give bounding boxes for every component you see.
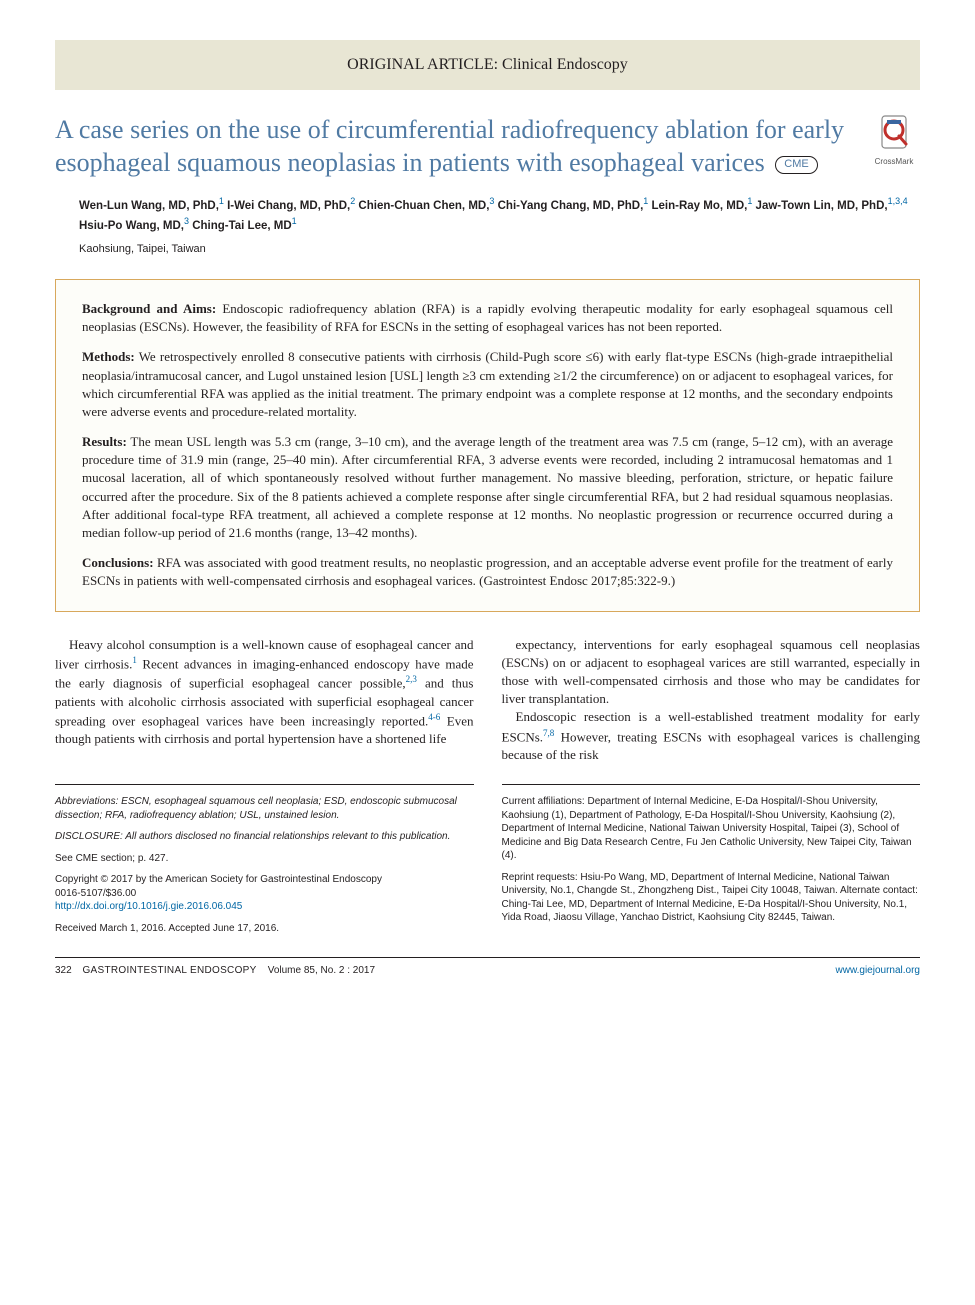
disclosure: DISCLOSURE: All authors disclosed no fin… bbox=[55, 830, 474, 844]
volume-issue: Volume 85, No. 2 : 2017 bbox=[268, 965, 375, 976]
copyright-block: Copyright © 2017 by the American Society… bbox=[55, 873, 474, 914]
abstract-conclusions: Conclusions: RFA was associated with goo… bbox=[82, 554, 893, 590]
body-p2: expectancy, interventions for early esop… bbox=[502, 636, 921, 709]
footnote-rule-right bbox=[502, 784, 921, 785]
title-text: A case series on the use of circumferent… bbox=[55, 115, 844, 177]
author-location: Kaohsiung, Taipei, Taiwan bbox=[79, 242, 920, 257]
crossmark-label: CrossMark bbox=[868, 156, 920, 167]
journal-url[interactable]: www.giejournal.org bbox=[836, 965, 921, 976]
footer-right: www.giejournal.org bbox=[836, 964, 921, 978]
journal-name: GASTROINTESTINAL ENDOSCOPY bbox=[82, 965, 256, 976]
crossmark-badge[interactable]: CrossMark bbox=[868, 114, 920, 167]
doi-link[interactable]: http://dx.doi.org/10.1016/j.gie.2016.06.… bbox=[55, 901, 242, 912]
abstract-conclusions-head: Conclusions: bbox=[82, 555, 154, 570]
abstract-background: Background and Aims: Endoscopic radiofre… bbox=[82, 300, 893, 336]
footnote-rule bbox=[55, 784, 474, 785]
author-list: Wen-Lun Wang, MD, PhD,1 I-Wei Chang, MD,… bbox=[79, 195, 920, 235]
abstract-conclusions-text: RFA was associated with good treatment r… bbox=[82, 555, 893, 588]
body-p3: Endoscopic resection is a well-establish… bbox=[502, 708, 921, 764]
crossmark-icon bbox=[876, 114, 912, 154]
abstract-results-text: The mean USL length was 5.3 cm (range, 3… bbox=[82, 434, 893, 540]
abstract-results-head: Results: bbox=[82, 434, 127, 449]
footnotes: Abbreviations: ESCN, esophageal squamous… bbox=[55, 778, 920, 943]
footnotes-right: Current affiliations: Department of Inte… bbox=[502, 778, 921, 943]
abstract-background-head: Background and Aims: bbox=[82, 301, 216, 316]
received-dates: Received March 1, 2016. Accepted June 17… bbox=[55, 922, 474, 936]
reprint-requests: Reprint requests: Hsiu-Po Wang, MD, Depa… bbox=[502, 871, 921, 925]
footer-left: 322 GASTROINTESTINAL ENDOSCOPY Volume 85… bbox=[55, 964, 375, 978]
article-category: ORIGINAL ARTICLE: Clinical Endoscopy bbox=[347, 56, 628, 73]
body-p1: Heavy alcohol consumption is a well-know… bbox=[55, 636, 474, 749]
article-title: A case series on the use of circumferent… bbox=[55, 114, 848, 179]
copyright-text: Copyright © 2017 by the American Society… bbox=[55, 874, 382, 885]
affiliations: Current affiliations: Department of Inte… bbox=[502, 795, 921, 863]
abstract-box: Background and Aims: Endoscopic radiofre… bbox=[55, 279, 920, 612]
abstract-methods: Methods: We retrospectively enrolled 8 c… bbox=[82, 348, 893, 421]
footnotes-left: Abbreviations: ESCN, esophageal squamous… bbox=[55, 778, 474, 943]
abbreviations: Abbreviations: ESCN, esophageal squamous… bbox=[55, 795, 474, 822]
issn-text: 0016-5107/$36.00 bbox=[55, 888, 136, 899]
cme-reference: See CME section; p. 427. bbox=[55, 852, 474, 866]
article-category-band: ORIGINAL ARTICLE: Clinical Endoscopy bbox=[55, 40, 920, 90]
cme-badge: CME bbox=[775, 156, 817, 174]
page-footer: 322 GASTROINTESTINAL ENDOSCOPY Volume 85… bbox=[55, 957, 920, 978]
abstract-methods-text: We retrospectively enrolled 8 consecutiv… bbox=[82, 349, 893, 419]
page-number: 322 bbox=[55, 965, 72, 976]
abstract-results: Results: The mean USL length was 5.3 cm … bbox=[82, 433, 893, 542]
abstract-methods-head: Methods: bbox=[82, 349, 135, 364]
body-text: Heavy alcohol consumption is a well-know… bbox=[55, 636, 920, 765]
